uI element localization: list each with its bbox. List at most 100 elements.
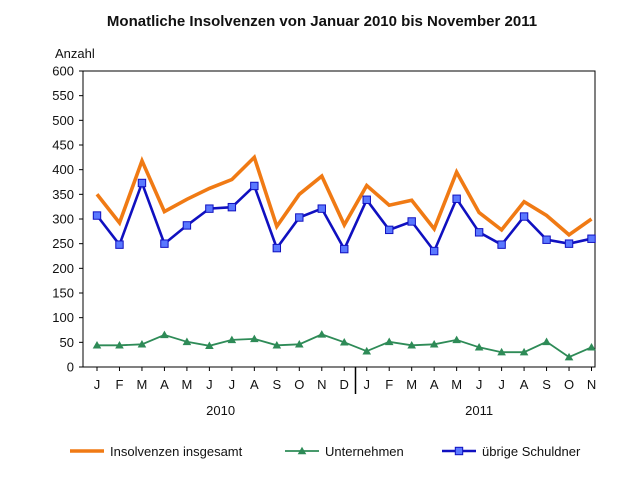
data-point <box>452 194 461 203</box>
data-point <box>340 244 349 254</box>
y-tick-label: 100 <box>52 310 74 325</box>
data-point <box>160 239 169 248</box>
x-tick-label: J <box>498 377 505 392</box>
x-tick-label: M <box>137 377 148 392</box>
y-tick-label: 350 <box>52 187 74 202</box>
year-label: 2010 <box>206 403 235 418</box>
data-point <box>407 217 416 226</box>
y-tick-label: 400 <box>52 162 74 177</box>
data-point <box>115 240 124 249</box>
y-tick-label: 300 <box>52 212 74 227</box>
data-point <box>137 178 147 188</box>
data-point <box>452 335 461 344</box>
y-tick-label: 500 <box>52 113 74 128</box>
legend: Insolvenzen insgesamt Unternehmen übrige S… <box>70 444 581 459</box>
y-axis: 0 50 100 150 200 250 300 350 400 450 500 550 600 <box>52 64 83 375</box>
data-point <box>429 246 439 256</box>
data-point <box>250 181 259 191</box>
legend-label: übrige Schuldner <box>482 444 581 459</box>
chart-title: Monatliche Insolvenzen von Januar 2010 b… <box>107 13 537 30</box>
x-tick-label: F <box>116 377 124 392</box>
data-point <box>205 204 214 213</box>
y-axis-label: Anzahl <box>55 46 95 61</box>
data-point <box>317 204 326 213</box>
y-tick-label: 450 <box>52 138 74 153</box>
plot-area <box>82 70 596 368</box>
data-point <box>407 340 416 349</box>
series-2 <box>92 178 596 256</box>
data-point <box>205 341 214 350</box>
data-point <box>115 340 124 349</box>
data-point <box>474 342 484 351</box>
data-point <box>250 334 259 343</box>
y-tick-label: 50 <box>60 335 74 350</box>
legend-label: Insolvenzen insgesamt <box>110 444 243 459</box>
x-tick-label: N <box>317 377 326 392</box>
year-label: 2011 <box>465 403 493 418</box>
series-line <box>95 153 593 238</box>
x-tick-label: J <box>476 377 483 392</box>
x-tick-label: M <box>406 377 417 392</box>
legend-item: Insolvenzen insgesamt <box>70 444 243 459</box>
data-point <box>497 240 506 249</box>
data-point <box>92 340 102 349</box>
y-tick-label: 550 <box>52 88 74 103</box>
data-point <box>227 202 237 212</box>
x-tick-label: M <box>451 377 462 392</box>
x-tick-label: S <box>272 377 281 392</box>
legend-marker <box>454 446 464 456</box>
series-0 <box>95 153 593 238</box>
data-point <box>429 340 439 348</box>
data-point <box>587 234 596 243</box>
data-point <box>385 225 394 235</box>
data-point <box>272 340 282 349</box>
data-point <box>182 337 192 346</box>
data-point <box>92 211 102 220</box>
data-point <box>227 335 237 344</box>
x-tick-label: A <box>250 377 259 392</box>
data-point <box>160 330 169 339</box>
x-tick-label: F <box>385 377 393 392</box>
data-point <box>384 337 394 346</box>
y-tick-label: 200 <box>52 261 74 276</box>
x-tick-label: M <box>181 377 192 392</box>
legend-item: Unternehmen <box>285 444 404 459</box>
data-point <box>519 212 529 221</box>
data-point <box>587 342 596 351</box>
x-tick-label: A <box>160 377 169 392</box>
data-point <box>295 213 304 222</box>
x-tick-label: O <box>564 377 574 392</box>
y-tick-label: 600 <box>52 64 74 79</box>
data-point <box>317 330 327 338</box>
x-tick-label: N <box>587 377 596 392</box>
x-tick-label: S <box>542 377 551 392</box>
x-tick-label: J <box>363 377 370 392</box>
x-tick-label: J <box>206 377 213 392</box>
data-point <box>362 346 372 355</box>
data-point <box>474 228 484 237</box>
x-tick-label: J <box>94 377 101 392</box>
legend-marker <box>297 446 307 455</box>
data-point <box>564 352 574 361</box>
x-tick-label: D <box>340 377 349 392</box>
data-point <box>564 239 574 248</box>
x-tick-label: A <box>520 377 529 392</box>
data-point <box>362 195 371 204</box>
data-point <box>497 347 506 356</box>
legend-item: übrige Schuldner <box>442 444 581 459</box>
x-tick-label: A <box>430 377 439 392</box>
x-tick-label: O <box>294 377 304 392</box>
data-point <box>339 338 349 346</box>
y-tick-label: 0 <box>67 360 74 375</box>
data-point <box>542 235 551 244</box>
data-point <box>542 337 551 346</box>
data-point <box>182 221 192 230</box>
data-point <box>295 340 304 348</box>
legend-label: Unternehmen <box>325 444 404 459</box>
data-point <box>137 340 147 348</box>
series-layer <box>92 153 596 361</box>
y-tick-label: 150 <box>52 286 74 301</box>
